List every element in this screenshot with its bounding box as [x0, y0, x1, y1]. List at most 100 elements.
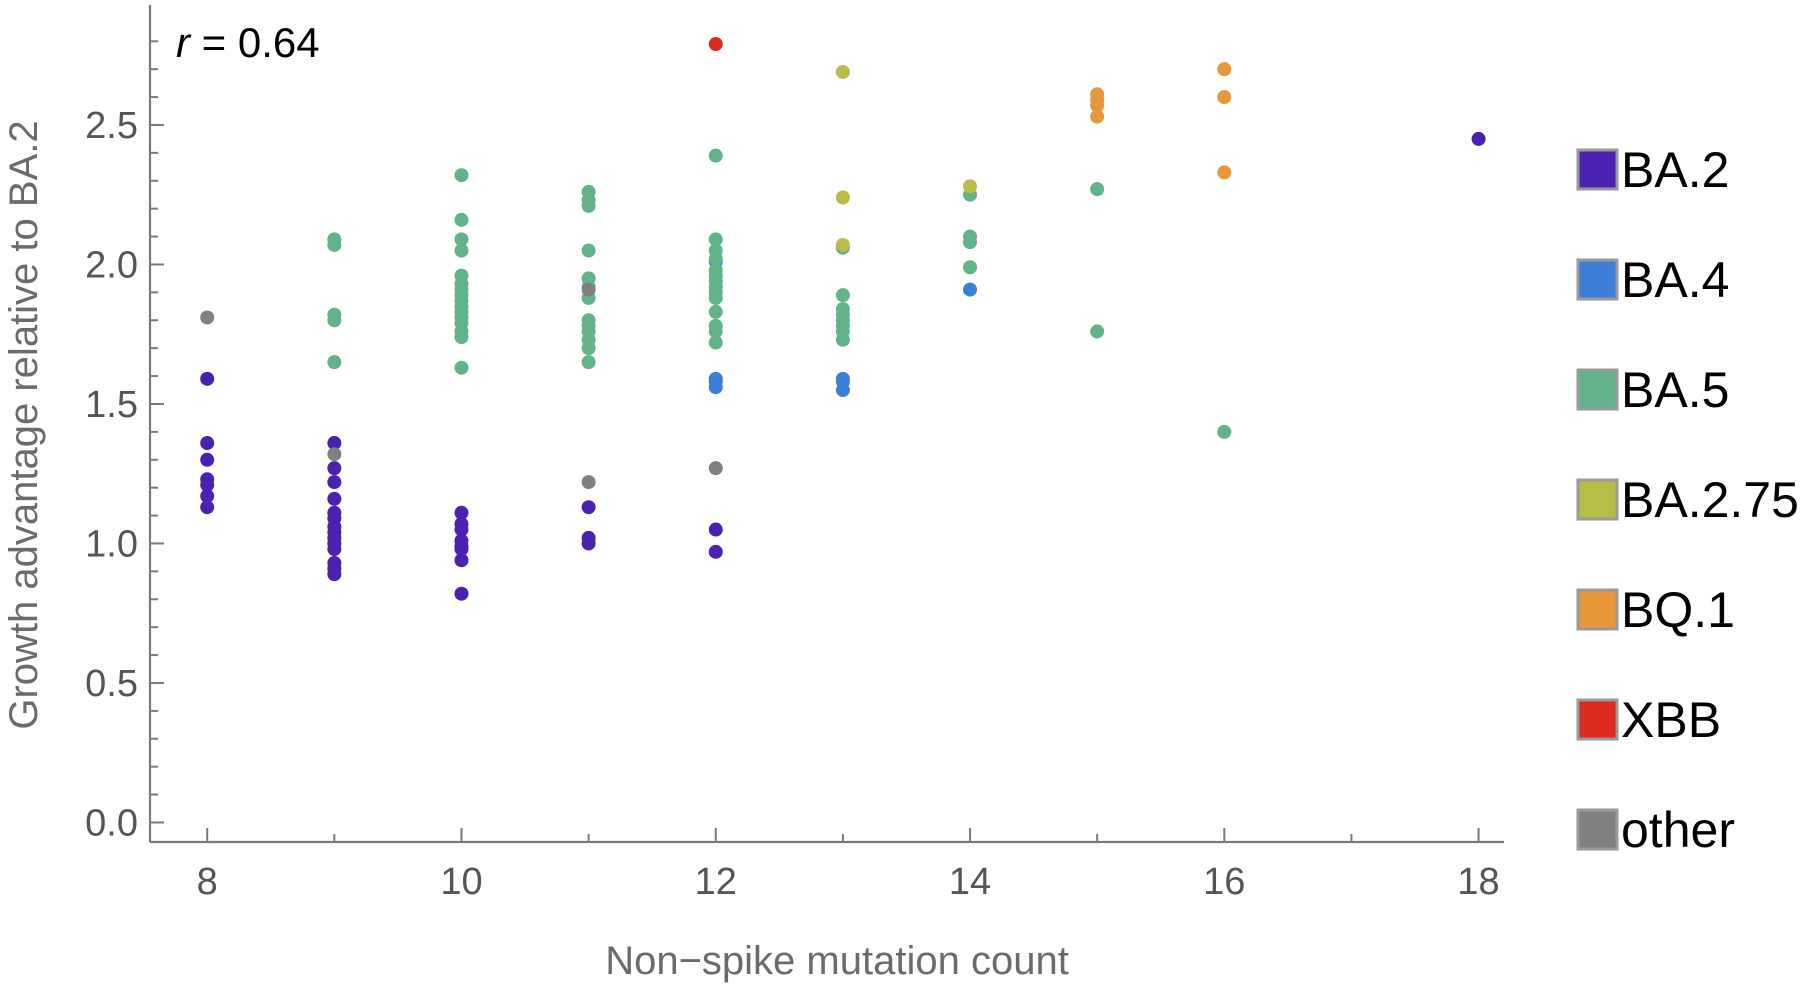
data-point-ba-5 [581, 341, 596, 356]
data-point-ba-5 [581, 243, 596, 258]
data-point-bq-1 [1090, 98, 1105, 113]
data-point-ba-2 [327, 436, 342, 451]
x-tick-label: 14 [949, 861, 991, 903]
data-point-xbb [708, 37, 723, 52]
data-point-ba-2 [327, 461, 342, 476]
x-axis-title: Non−spike mutation count [605, 939, 1069, 983]
data-point-ba-2 [200, 489, 215, 504]
legend-label: other [1621, 802, 1735, 858]
data-point-ba-5 [454, 232, 469, 247]
data-point-ba-2 [327, 491, 342, 506]
data-point-ba-5 [454, 360, 469, 375]
x-tick-label: 16 [1203, 861, 1245, 903]
data-point-ba-5 [708, 232, 723, 247]
data-points [200, 37, 1486, 601]
legend-swatch [1576, 368, 1619, 411]
x-tick-label: 12 [695, 861, 737, 903]
legend-swatch [1576, 258, 1619, 301]
data-point-ba-5 [1090, 182, 1105, 197]
legend-swatch [1576, 148, 1619, 191]
data-point-ba-2 [200, 477, 215, 492]
legend-swatch [1576, 698, 1619, 741]
data-point-ba-5 [1090, 324, 1105, 339]
data-point-ba-2 [200, 436, 215, 451]
data-point-bq-1 [1217, 62, 1232, 77]
data-point-ba-2-75 [835, 64, 850, 79]
data-point-ba-5 [454, 330, 469, 345]
data-point-ba-5 [581, 198, 596, 213]
y-tick-label: 1.5 [85, 384, 138, 426]
data-point-ba-5 [327, 237, 342, 252]
data-point-ba-5 [708, 290, 723, 305]
data-point-ba-5 [454, 212, 469, 227]
data-point-ba-5 [708, 148, 723, 163]
data-point-ba-5 [454, 168, 469, 183]
data-point-ba-2 [454, 505, 469, 520]
data-point-other [327, 447, 342, 462]
data-point-ba-2 [708, 522, 723, 537]
data-point-bq-1 [1217, 90, 1232, 105]
data-point-other [581, 282, 596, 297]
data-point-ba-4 [963, 282, 978, 297]
correlation-annotation: r = 0.64 [176, 19, 320, 66]
data-point-ba-2 [581, 500, 596, 515]
data-point-ba-2 [454, 553, 469, 568]
data-point-ba-5 [835, 288, 850, 303]
x-tick-label: 10 [440, 861, 482, 903]
y-tick-label: 2.5 [85, 105, 138, 147]
y-axis-title: Growth advantage relative to BA.2 [2, 120, 46, 729]
y-tick-label: 0.5 [85, 663, 138, 705]
data-point-ba-2 [454, 586, 469, 601]
data-point-ba-5 [327, 313, 342, 328]
data-point-bq-1 [1217, 165, 1232, 180]
data-point-other [708, 461, 723, 476]
data-point-ba-5 [1217, 424, 1232, 439]
legend-label: BA.5 [1621, 362, 1729, 418]
data-point-other [200, 310, 215, 325]
x-tick-label: 18 [1457, 861, 1499, 903]
data-point-ba-5 [327, 355, 342, 370]
axes: 8 10 12 14 16 18 0.0 0.5 1.0 1.5 2.0 2.5 [85, 5, 1504, 903]
data-point-other [581, 475, 596, 490]
data-point-ba-2 [454, 522, 469, 537]
legend-swatch [1576, 588, 1619, 631]
data-point-bq-1 [1090, 109, 1105, 124]
legend-label: BQ.1 [1621, 582, 1735, 638]
data-point-ba-2 [200, 452, 215, 467]
data-point-ba-5 [963, 235, 978, 250]
data-point-ba-2 [581, 536, 596, 551]
legend: BA.2 BA.4 BA.5 BA.2.75 BQ.1 XBB other [1576, 142, 1799, 858]
data-point-ba-2 [454, 542, 469, 557]
y-tick-label: 0.0 [85, 802, 138, 844]
data-point-ba-2 [708, 544, 723, 559]
legend-label: BA.2 [1621, 142, 1729, 198]
data-point-ba-2-75 [963, 179, 978, 194]
data-point-ba-5 [708, 251, 723, 266]
data-point-ba-4 [708, 380, 723, 395]
data-point-ba-4 [835, 383, 850, 398]
data-point-ba-5 [708, 335, 723, 350]
legend-label: BA.2.75 [1621, 472, 1799, 528]
y-tick-label: 1.0 [85, 523, 138, 565]
y-tick-label: 2.0 [85, 244, 138, 286]
legend-label: XBB [1621, 692, 1721, 748]
data-point-ba-5 [581, 355, 596, 370]
data-point-ba-2-75 [835, 237, 850, 252]
legend-label: BA.4 [1621, 252, 1729, 308]
legend-swatch [1576, 478, 1619, 521]
data-point-ba-2 [327, 542, 342, 557]
data-point-ba-5 [454, 243, 469, 258]
data-point-ba-5 [963, 260, 978, 275]
data-point-ba-2 [327, 567, 342, 582]
data-point-ba-5 [708, 304, 723, 319]
data-point-ba-5 [835, 332, 850, 347]
data-point-ba-2 [1471, 131, 1486, 146]
data-point-ba-2 [200, 500, 215, 515]
legend-swatch [1576, 808, 1619, 851]
data-point-ba-2 [200, 371, 215, 386]
data-point-ba-2 [327, 475, 342, 490]
correlation-value: = 0.64 [190, 19, 320, 66]
data-point-ba-2-75 [835, 190, 850, 205]
correlation-symbol: r [176, 19, 192, 66]
